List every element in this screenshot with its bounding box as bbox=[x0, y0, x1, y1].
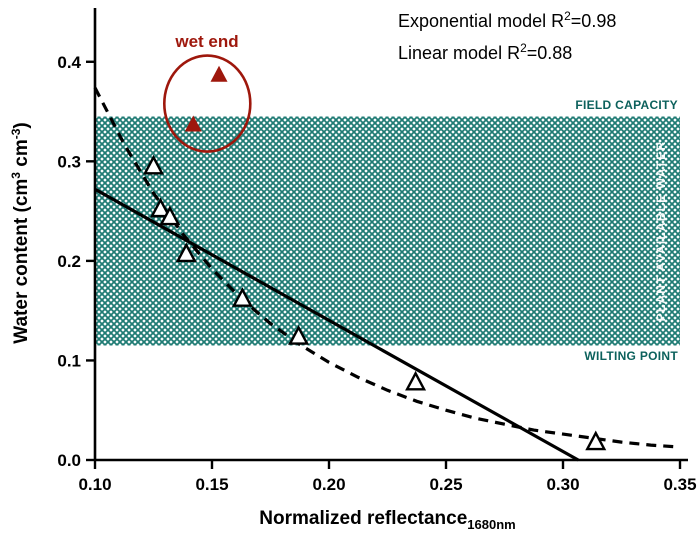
y-axis-title-mid: cm bbox=[11, 139, 33, 173]
x-tick-label: 0.15 bbox=[195, 475, 228, 494]
x-axis-title-subscript: 1680nm bbox=[467, 516, 516, 532]
y-axis-title-pre: Water content (cm bbox=[11, 178, 33, 344]
x-tick-label: 0.20 bbox=[312, 475, 345, 494]
y-tick-label: 0.4 bbox=[57, 53, 81, 72]
exp-model-prefix: Exponential model R bbox=[398, 11, 565, 31]
y-axis-title-sup2: -3 bbox=[8, 128, 23, 140]
y-tick-label: 0.3 bbox=[57, 152, 81, 171]
exponential-model-line bbox=[93, 86, 681, 449]
wet-end-ellipse bbox=[163, 54, 252, 153]
field-capacity-label: FIELD CAPACITY bbox=[575, 98, 678, 112]
axes-layer: 0.10 0.15 0.20 0.25 0.30 0.35 0.0 0.1 0.2 0.3 0.4 bbox=[57, 8, 697, 494]
measured-samples-marker bbox=[150, 197, 172, 218]
y-tick-label: 0.2 bbox=[57, 252, 81, 271]
measured-samples-marker bbox=[159, 205, 181, 226]
measured-samples-marker bbox=[585, 430, 607, 451]
exponential-model-r2-text: Exponential model R2=0.98 bbox=[398, 3, 616, 35]
y-axis-title-post: ) bbox=[11, 122, 33, 129]
band-layer bbox=[96, 116, 680, 346]
measured-samples-marker bbox=[231, 287, 253, 307]
measured-samples-marker bbox=[143, 154, 164, 175]
linear-model-line bbox=[94, 187, 579, 462]
x-tick-label: 0.30 bbox=[546, 475, 579, 494]
exp-model-sup: 2 bbox=[564, 9, 571, 23]
lin-model-sup: 2 bbox=[520, 41, 527, 55]
x-tick-label: 0.25 bbox=[429, 475, 462, 494]
x-tick-label: 0.10 bbox=[78, 475, 111, 494]
measured-samples-marker bbox=[175, 242, 197, 263]
wet-end-label: wet end bbox=[175, 32, 239, 51]
model-fit-annotations: Exponential model R2=0.98 Linear model R… bbox=[398, 3, 616, 67]
wet-end-samples-marker bbox=[184, 115, 202, 132]
wet-end-samples-marker bbox=[210, 65, 228, 82]
fit-lines-layer bbox=[93, 86, 681, 462]
plant-available-water-label: PLANT AVAILABLE WATER bbox=[654, 140, 668, 322]
y-axis-title: Water content (cm3 cm-3) bbox=[9, 122, 33, 343]
y-tick-label: 0.0 bbox=[57, 451, 81, 470]
wilting-point-label: WILTING POINT bbox=[584, 349, 678, 363]
exp-model-suffix: =0.98 bbox=[570, 11, 617, 31]
lin-model-prefix: Linear model R bbox=[398, 43, 521, 63]
data-points-layer bbox=[143, 54, 607, 451]
lin-model-suffix: =0.88 bbox=[526, 43, 573, 63]
x-tick-label: 0.35 bbox=[663, 475, 696, 494]
y-axis-title-sup1: 3 bbox=[8, 172, 23, 179]
linear-model-r2-text: Linear model R2=0.88 bbox=[398, 35, 616, 67]
measured-samples-marker bbox=[405, 370, 427, 391]
plant-available-water-band bbox=[96, 116, 680, 346]
x-axis-title: Normalized reflectance1680nm bbox=[95, 508, 680, 532]
y-tick-label: 0.1 bbox=[57, 351, 81, 370]
x-axis-title-text: Normalized reflectance bbox=[259, 508, 468, 529]
measured-samples-marker bbox=[288, 324, 310, 345]
